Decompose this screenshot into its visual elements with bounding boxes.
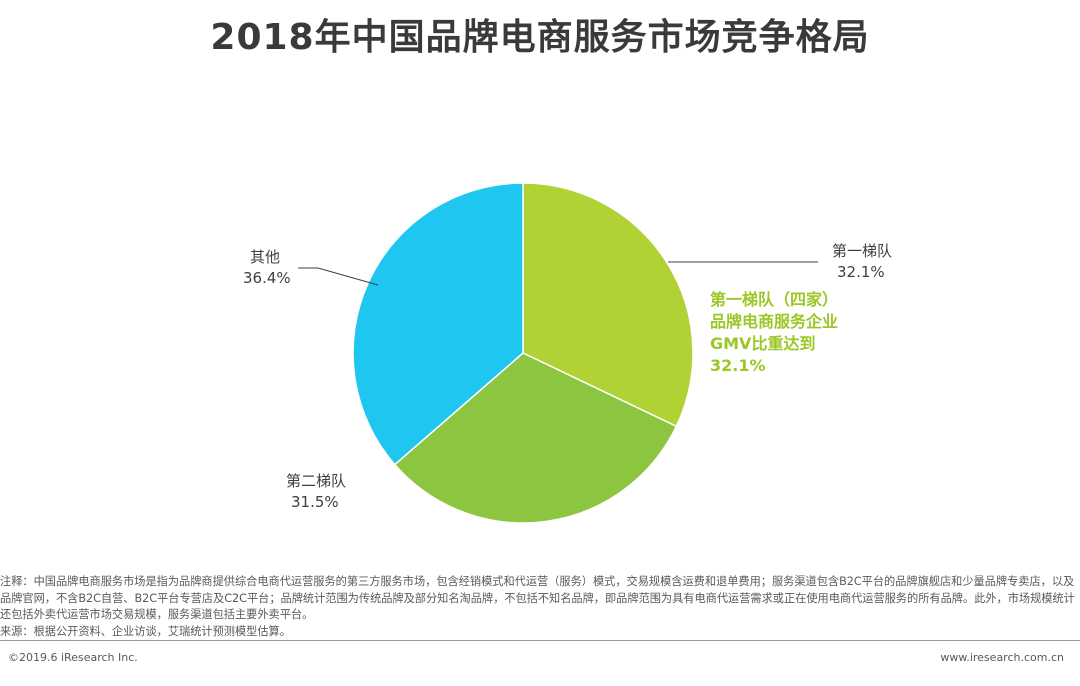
leader-line-other bbox=[298, 267, 379, 286]
website-link[interactable]: www.iresearch.com.cn bbox=[940, 651, 1064, 664]
slice-label-other-value: 36.4% bbox=[243, 269, 291, 287]
annotation-line-1: 第一梯队（四家） bbox=[710, 290, 838, 309]
pie-slice-tier2 bbox=[393, 352, 678, 524]
source-text: 来源：根据公开资料、企业访谈，艾瑞统计预测模型估算。 bbox=[0, 624, 291, 638]
slice-label-tier1-name: 第一梯队 bbox=[832, 242, 892, 260]
note-text: 注释：中国品牌电商服务市场是指为品牌商提供综合电商代运营服务的第三方服务市场，包… bbox=[0, 575, 1075, 621]
annotation-line-2: 品牌电商服务企业 bbox=[710, 312, 838, 331]
pie-chart: 第一梯队 32.1% 其他 36.4% 第二梯队 31.5% 第一梯队（四家） … bbox=[243, 182, 892, 524]
slice-label-tier2-value: 31.5% bbox=[291, 493, 339, 511]
chart-title: 2018年中国品牌电商服务市场竞争格局 bbox=[210, 17, 870, 58]
annotation-line-3: GMV比重达到 bbox=[710, 334, 815, 353]
annotation-line-4: 32.1% bbox=[710, 356, 766, 375]
copyright: ©2019.6 iResearch Inc. bbox=[8, 651, 138, 664]
slice-label-other-name: 其他 bbox=[250, 248, 280, 266]
pie-slices bbox=[352, 182, 694, 524]
pie-slice-tier1 bbox=[522, 182, 694, 428]
slice-label-tier1-value: 32.1% bbox=[837, 263, 885, 281]
notes: 注释：中国品牌电商服务市场是指为品牌商提供综合电商代运营服务的第三方服务市场，包… bbox=[0, 574, 1076, 640]
footer-divider bbox=[0, 640, 1080, 641]
slice-label-tier2-name: 第二梯队 bbox=[286, 472, 346, 490]
